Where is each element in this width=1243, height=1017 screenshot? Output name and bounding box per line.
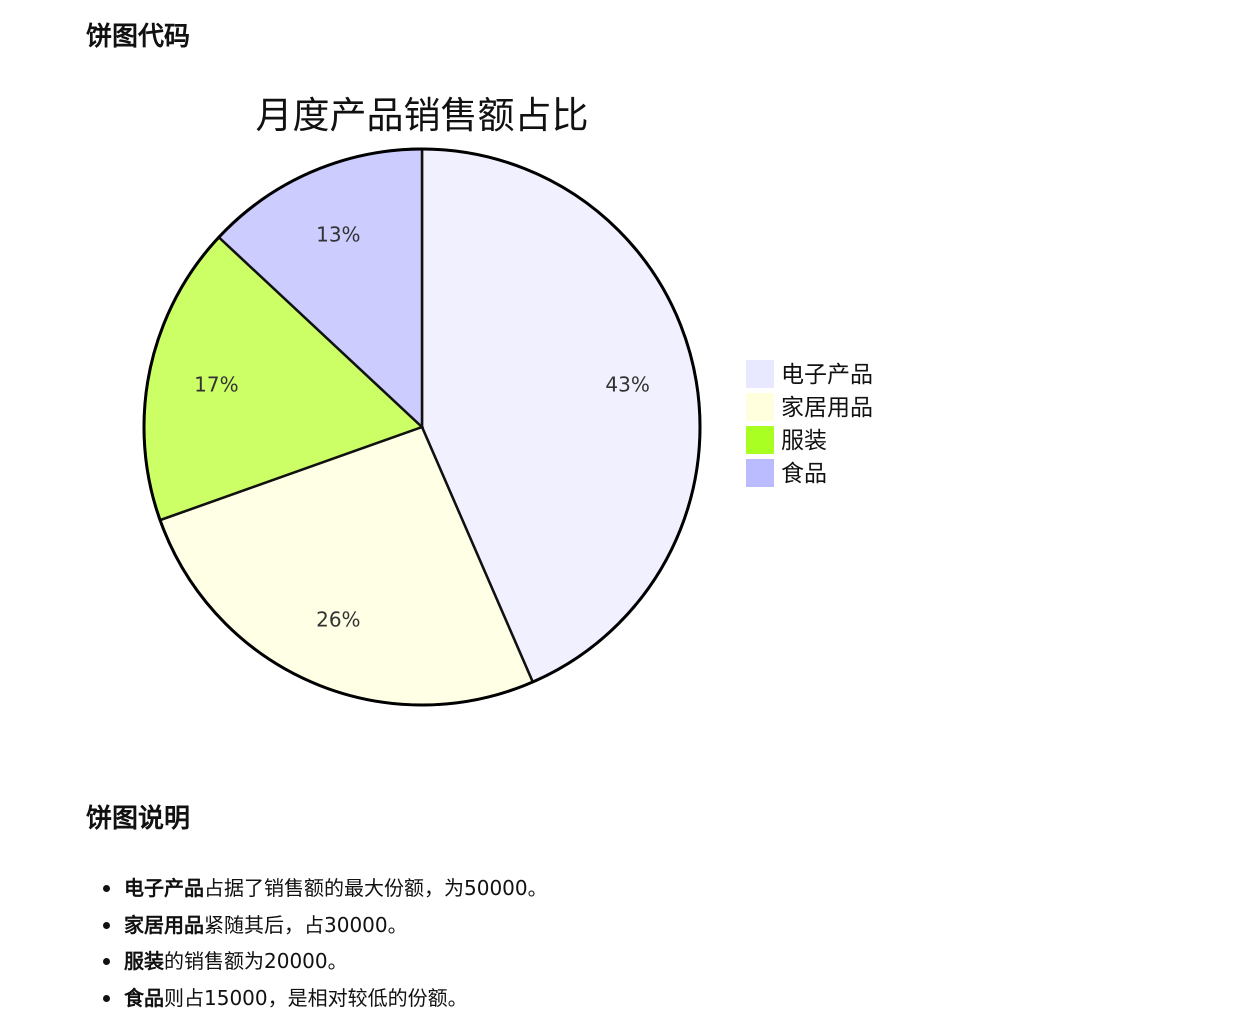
section-heading-description: 饼图说明 [86, 804, 191, 834]
legend-label: 家居用品 [781, 395, 873, 421]
pie-slice-label: 43% [605, 372, 649, 396]
list-item: 电子产品占据了销售额的最大份额，为50000。 [100, 870, 548, 907]
list-item-text: 紧随其后，占30000。 [204, 912, 408, 937]
pie-slice-labels: 43% 26% 17% 13% [194, 222, 650, 631]
legend-label: 电子产品 [781, 362, 873, 388]
legend-swatch [746, 393, 774, 421]
legend-swatch [746, 426, 774, 454]
chart-title: 月度产品销售额占比 [256, 94, 589, 137]
list-item: 家居用品紧随其后，占30000。 [100, 907, 548, 944]
list-item-text: 占据了销售额的最大份额，为50000。 [204, 876, 548, 900]
legend-label: 服装 [781, 428, 827, 454]
list-item-term: 服装 [124, 949, 164, 973]
list-item-text: 的销售额为20000。 [164, 949, 348, 973]
section-heading-code: 饼图代码 [86, 22, 191, 52]
pie-slice-label: 17% [194, 372, 238, 396]
pie-slice-label: 26% [316, 608, 360, 632]
legend-label: 食品 [781, 461, 827, 487]
list-item: 服装的销售额为20000。 [100, 943, 548, 980]
legend-swatch [746, 360, 774, 388]
legend-swatch [746, 459, 774, 487]
list-item-text: 则占15000，是相对较低的份额。 [164, 985, 468, 1010]
list-item: 食品则占15000，是相对较低的份额。 [100, 980, 548, 1017]
description-list: 电子产品占据了销售额的最大份额，为50000。 家居用品紧随其后，占30000。… [100, 870, 548, 1016]
list-item-term: 食品 [124, 985, 164, 1010]
pie-outline [142, 147, 702, 707]
pie-slice-label: 13% [316, 222, 360, 246]
pie-slices [142, 147, 702, 707]
list-item-term: 电子产品 [124, 876, 204, 900]
list-item-term: 家居用品 [124, 912, 204, 937]
